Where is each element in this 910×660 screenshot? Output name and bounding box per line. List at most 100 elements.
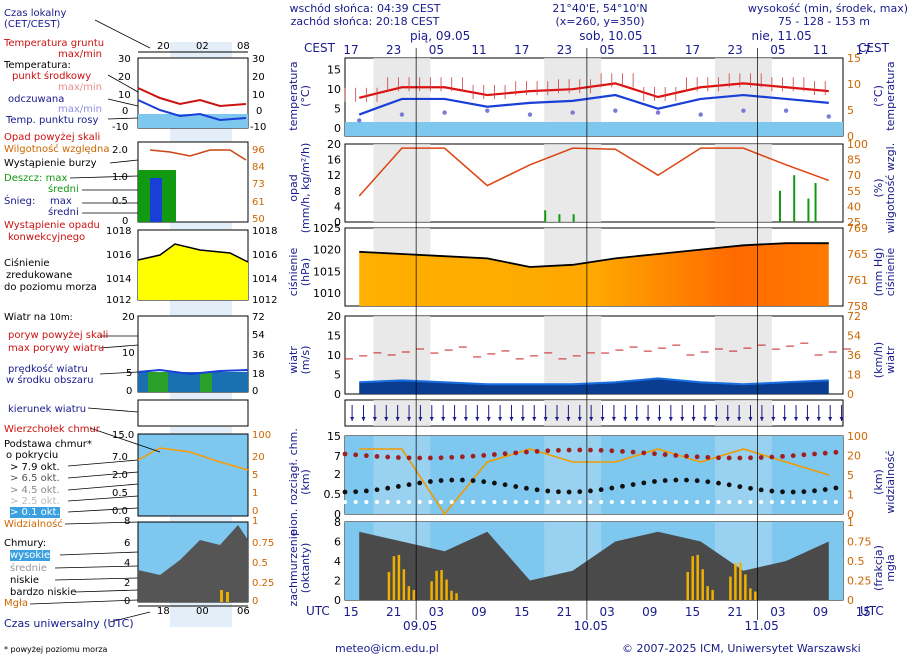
cloud-base-dot-low: [695, 500, 700, 504]
fog-bar: [744, 574, 747, 600]
cloud-base-dot-low: [343, 500, 347, 504]
y-tick-right: 769: [847, 222, 868, 235]
cb-top-dot: [566, 447, 572, 453]
cloud-base-dot: [492, 480, 497, 486]
legend-cloud-base-2: o pokryciu: [6, 450, 59, 461]
wind-dir-head: [532, 417, 537, 421]
svg-text:0: 0: [252, 506, 258, 517]
fog-bar: [706, 586, 709, 600]
cloud-base-dot: [427, 479, 433, 484]
legend-felt-line: [137, 99, 247, 122]
y-tick-left: 1010: [313, 287, 341, 300]
legend-local-tick-2: 08: [237, 41, 250, 52]
legend-cb-top: Wierzchołek chmur: [4, 424, 100, 435]
cb-top-dot: [406, 455, 412, 461]
cloud-base-dot: [395, 484, 401, 489]
precip-bar: [814, 183, 817, 222]
y-tick-left: 10: [327, 349, 341, 362]
cloud-base-dot-low: [641, 500, 646, 504]
cloud-base-dot: [545, 488, 551, 494]
wind-dir-head: [520, 417, 525, 421]
y-tick-left: 10: [327, 83, 341, 96]
wind-dir-head: [771, 417, 776, 421]
legend-okt-25: > 2.5 okt.: [10, 496, 60, 507]
svg-text:0: 0: [122, 216, 128, 227]
cloud-base-dot-low: [492, 500, 497, 504]
fog-bar: [440, 569, 443, 600]
altitude-values: 75 - 128 - 153 m: [777, 15, 870, 28]
legend-fog: Mgła: [4, 598, 28, 609]
night-band: [544, 228, 602, 306]
cloud-base-dot-low: [737, 500, 742, 504]
cloud-base-dot-low: [673, 500, 678, 504]
cloud-base-dot-low: [417, 500, 422, 504]
axis-temp-r-1: temperatura: [884, 61, 897, 131]
wind-dir-head: [441, 417, 446, 421]
axis-cb-l-2: (km): [299, 469, 312, 495]
cloud-base-dot: [748, 485, 753, 491]
axis-wind-l: wiatr (m/s): [287, 300, 312, 420]
cb-top-dot: [652, 451, 657, 457]
legend-temperature: Temperatura:: [4, 60, 71, 71]
wind-dir-head: [725, 417, 730, 421]
cloud-base-dot-low: [503, 500, 508, 504]
cb-top-dot: [801, 452, 807, 458]
wind-dir-head: [463, 417, 468, 421]
cloud-base-dot: [620, 483, 625, 489]
footer-email[interactable]: meteo@icm.edu.pl: [335, 642, 439, 655]
fog-bar: [749, 588, 752, 600]
legend-snow-max: max: [50, 196, 72, 207]
dew-point: [655, 110, 661, 115]
legend-cloud-panel: [137, 433, 249, 517]
cloud-base-dot: [417, 480, 423, 486]
y-tick-right: 100: [847, 138, 868, 151]
legend-snow-mid: średni: [48, 207, 79, 218]
dew-point: [570, 110, 575, 115]
svg-text:0.25: 0.25: [252, 578, 274, 589]
night-band: [373, 436, 431, 514]
y-tick-right: 54: [847, 330, 861, 343]
pressure-line: [359, 242, 829, 268]
utc-hour-9: 21: [728, 605, 743, 619]
cest-hour-8: 17: [685, 43, 700, 57]
legend-dew: Temp. punktu rosy: [6, 115, 99, 126]
cloud-base-dot: [822, 487, 828, 492]
svg-text:20: 20: [252, 452, 265, 463]
y-tick-left: 15: [327, 430, 341, 443]
legend-precip-above: Opad powyżej skali: [4, 132, 101, 143]
cloud-base-dot: [353, 489, 359, 495]
cloud-base-dot: [758, 487, 764, 493]
y-tick-right: 5: [847, 469, 854, 482]
cest-hour-9: 23: [728, 43, 743, 57]
cloud-base-dot-low: [439, 500, 444, 504]
legend-humidity: Wilgotność względna: [4, 144, 110, 155]
y-tick-right: 0: [847, 508, 854, 521]
svg-text:1016: 1016: [106, 250, 131, 261]
wind-dir-head: [566, 417, 571, 421]
cloudbase-sky: [345, 436, 843, 514]
cloud-base-dot-low: [791, 500, 796, 504]
cb-top-dot: [833, 449, 839, 455]
fog-bar: [402, 569, 406, 600]
wind-dir-head: [714, 417, 719, 421]
y-tick-left: 16: [327, 154, 341, 167]
legend-felt-sub: max/min: [58, 104, 103, 115]
svg-text:2.0: 2.0: [112, 470, 128, 481]
cb-top-dot: [790, 453, 796, 459]
cloud-base-dot-low: [577, 500, 582, 504]
cloud-base-dot: [833, 485, 839, 491]
utc-hour-6: 03: [599, 605, 614, 619]
night-band: [714, 522, 772, 600]
cb-top-dot: [395, 455, 401, 460]
y-tick-left: 6: [334, 536, 341, 549]
legend-max-gust: max porywy wiatru: [8, 343, 105, 354]
y-tick-left: 2: [334, 575, 341, 588]
day-top-1: sob, 10.05: [579, 29, 642, 43]
svg-text:30: 30: [252, 54, 265, 65]
axis-pres-r-1: ciśnienie: [884, 247, 897, 297]
cloud-base-dot: [652, 479, 657, 484]
precip-bar: [558, 214, 561, 222]
y-tick-left: 15: [327, 330, 341, 343]
y-tick-right: 0: [847, 388, 854, 401]
legend-max-min: max/min: [58, 82, 103, 93]
